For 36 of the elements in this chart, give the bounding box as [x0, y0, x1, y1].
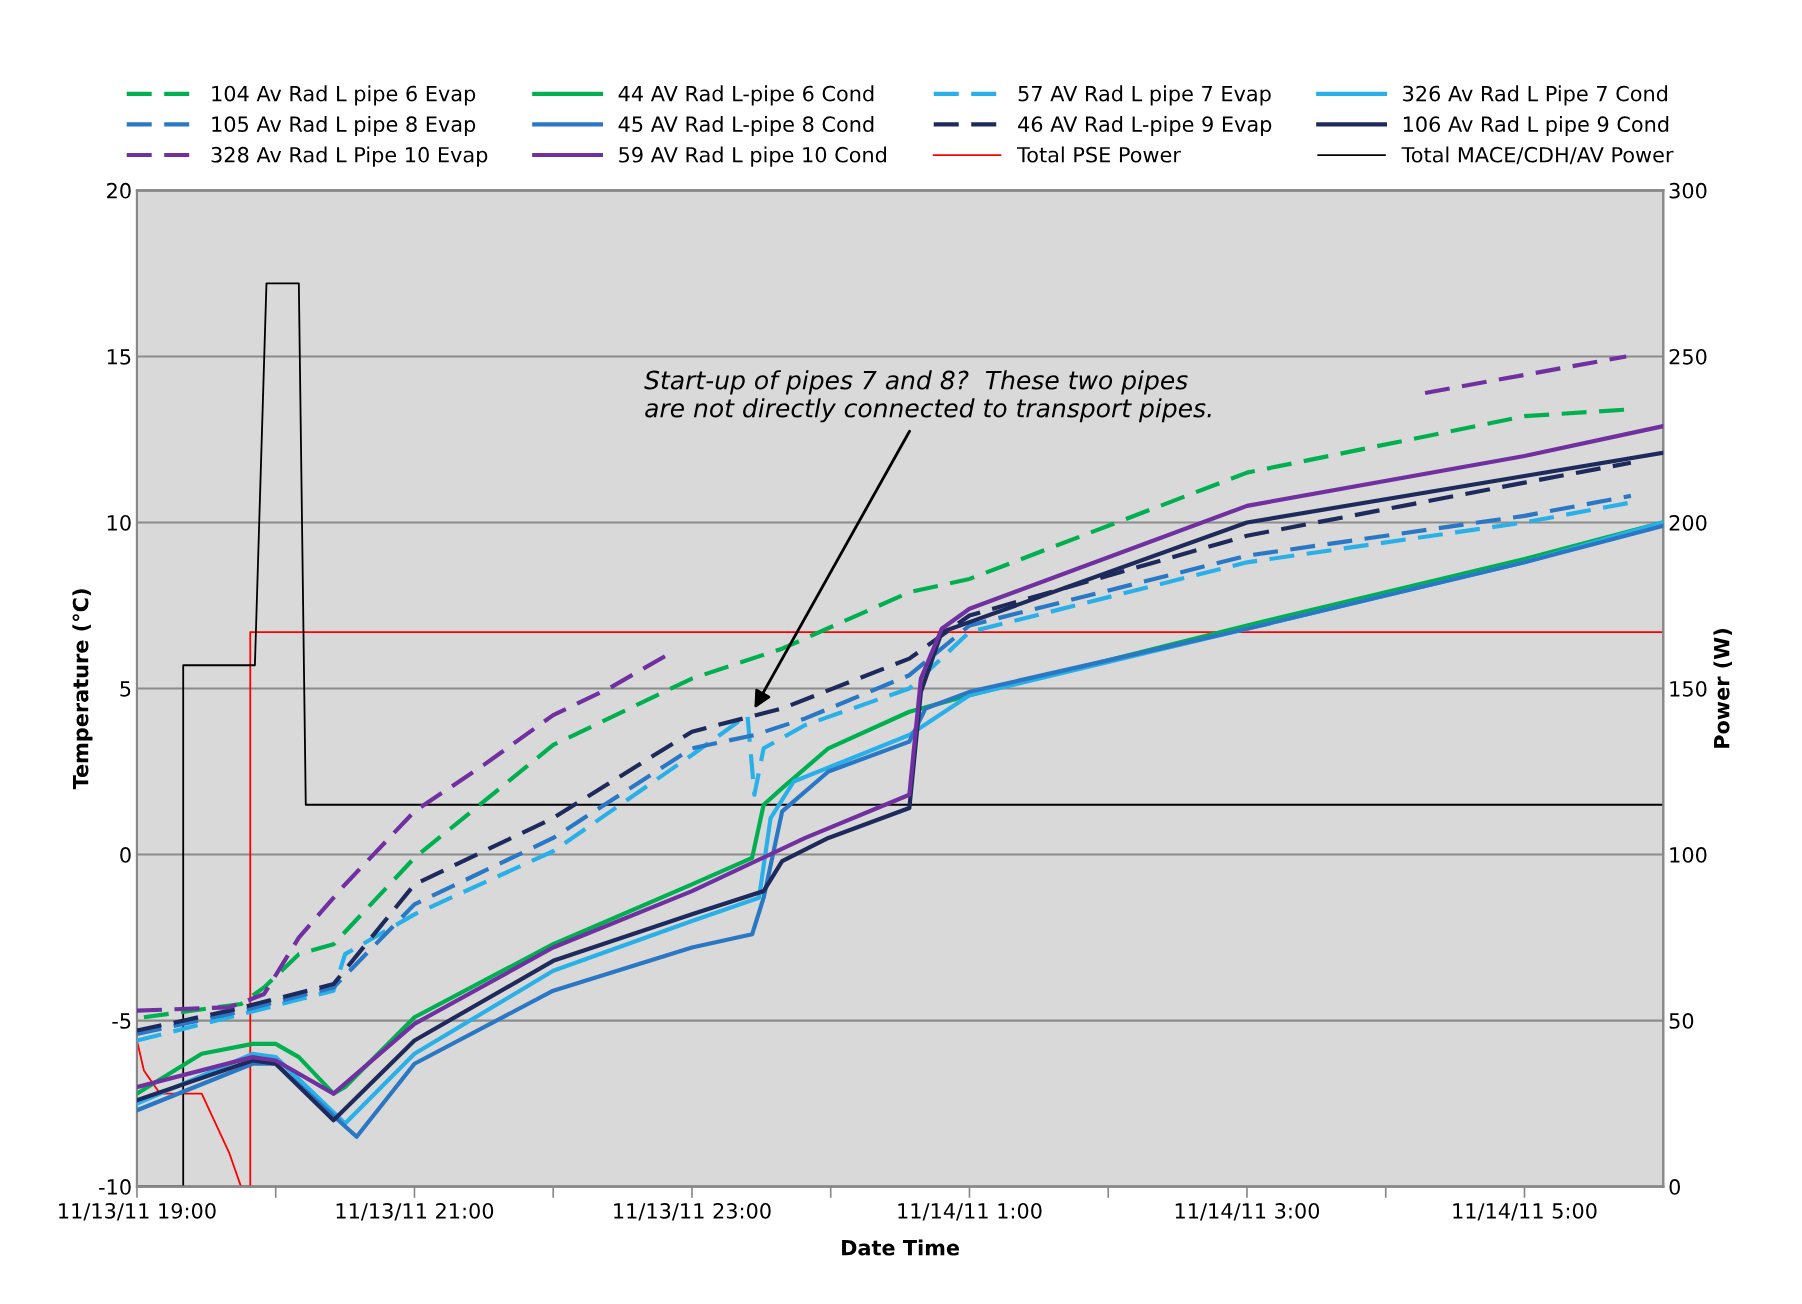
legend-label: 328 Av Rad L Pipe 10 Evap [211, 146, 488, 167]
x-axis-title: Date Time [842, 1239, 960, 1256]
y-tick-label: 0 [120, 847, 131, 863]
y-axis-title: Temperature (°C) [72, 589, 93, 790]
legend-label: Total PSE Power [1017, 146, 1181, 163]
legend-label: 45 AV Rad L-pipe 8 Cond [618, 115, 874, 137]
legend-label: 326 Av Rad L Pipe 7 Cond [1403, 85, 1668, 106]
y-tick-label: -10 [99, 1179, 131, 1195]
x-tick-label: 11/13/11 21:00 [336, 1202, 494, 1221]
x-tick-label: 11/14/11 1:00 [898, 1202, 1042, 1221]
legend-label: 44 AV Rad L-pipe 6 Cond [618, 85, 874, 106]
legend-label: Total MACE/CDH/AV Power [1401, 146, 1674, 165]
legend-label: 59 AV Rad L pipe 10 Cond [619, 146, 886, 167]
y-tick-label: 20 [107, 182, 131, 199]
x-tick-label: 11/14/11 3:00 [1175, 1202, 1320, 1221]
y2-tick-label: 0 [1669, 1179, 1680, 1195]
legend-label: 57 AV Rad L pipe 7 Evap [1018, 85, 1271, 106]
y2-tick-label: 200 [1669, 514, 1707, 531]
y2-tick-label: 300 [1669, 182, 1707, 199]
y2-tick-label: 250 [1669, 348, 1707, 365]
x-tick-label: 11/14/11 5:00 [1453, 1202, 1597, 1221]
y2-tick-label: 100 [1670, 847, 1707, 863]
y-tick-label: 15 [107, 349, 131, 365]
y-tick-label: 5 [120, 681, 131, 697]
y-tick-label: -5 [112, 1013, 131, 1029]
legend-label: 104 Av Rad L pipe 6 Evap [212, 85, 476, 106]
y-tick-label: 10 [107, 514, 131, 531]
x-tick-label: 11/13/11 19:00 [59, 1202, 216, 1221]
legend-label: 106 Av Rad L pipe 9 Cond [1403, 115, 1669, 137]
legend-label: 46 AV Rad L-pipe 9 Evap [1018, 115, 1272, 137]
y2-tick-label: 150 [1670, 680, 1707, 697]
x-tick-label: 11/13/11 23:00 [614, 1202, 771, 1221]
legend-label: 105 Av Rad L pipe 8 Evap [212, 115, 476, 137]
annotation: Start-up of pipes 7 and 8? These two pipes are not directly connected to transport pipes. [644, 370, 1211, 423]
y2-axis-title: Power (W) [1713, 629, 1733, 748]
y2-tick-label: 50 [1669, 1013, 1694, 1029]
